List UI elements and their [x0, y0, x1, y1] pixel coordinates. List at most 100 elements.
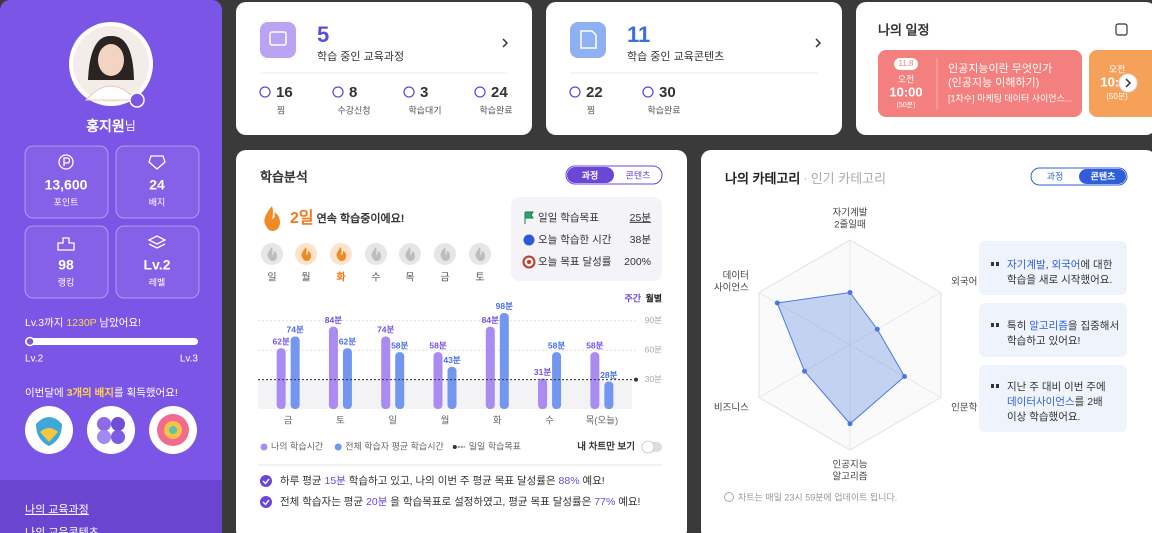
chevron[interactable]: [502, 38, 509, 48]
card-subtitle: 인기 카테고리: [811, 171, 886, 186]
insight-line: 특히 알고리즘을 집중해서: [1007, 319, 1119, 332]
value-label: 74분: [377, 325, 394, 335]
next-arrow: [1125, 78, 1132, 88]
stat-value: 8: [349, 84, 357, 101]
summary-line-part: 학습하고 있고, 나의 이번 주 평균 목표 달성률은: [346, 474, 559, 487]
stat-value: 3: [420, 84, 428, 101]
course-card[interactable]: [236, 2, 532, 135]
streak-text: 연속 학습중이에요!: [314, 211, 405, 225]
course-icon-glyph: [269, 31, 287, 46]
stat-value: 24: [149, 177, 165, 193]
menu-item[interactable]: 나의 교육콘텐츠: [25, 526, 99, 533]
calendar-icon[interactable]: [1115, 23, 1128, 36]
stat-value: 24: [491, 84, 508, 101]
radar-label: 데이터: [723, 271, 749, 282]
y-tick-label: 90분: [645, 315, 662, 325]
summary-line-part: 20분: [366, 496, 388, 508]
stat-box: [115, 145, 200, 219]
period-tab: 월별: [645, 292, 662, 303]
insight-line-part: 학습을 새로 시작했어요.: [1007, 274, 1112, 286]
avatar-setting[interactable]: [129, 92, 145, 108]
stat-label: 배지: [149, 197, 166, 207]
schedule-title-line: 인공지능이란 무엇인가: [948, 62, 1052, 75]
insight-line: 데이터사이언스를 2배: [1007, 396, 1103, 408]
level-knob: [25, 336, 35, 347]
value-label: 43분: [443, 355, 460, 365]
value-label: 74분: [287, 325, 304, 335]
badge-message: 이번달에 3개의 배지를 획득했어요!: [25, 386, 178, 399]
schedule-date: 11.8: [899, 59, 915, 68]
badge: [87, 406, 135, 454]
day-flame: [440, 247, 450, 261]
summary-line-part: 하루 평균: [280, 474, 324, 487]
flag-icon: [524, 211, 534, 224]
schedule-duration: (50분): [1106, 92, 1128, 101]
badge-shape: [97, 430, 111, 444]
stat-value: 98: [58, 257, 74, 273]
radar-axis: [849, 292, 942, 346]
legend-goal-dot: [452, 445, 457, 449]
flame-icon: [264, 206, 280, 231]
day-label: 화: [336, 272, 346, 284]
x-tick-label: 금: [284, 416, 293, 427]
card-title-dot: ·: [803, 171, 807, 186]
tab-active[interactable]: [1079, 169, 1126, 184]
day-flame: [475, 247, 485, 261]
bar: [590, 352, 600, 409]
day-flame: [371, 247, 381, 261]
badge-shape: [111, 417, 125, 431]
badge-icon: [148, 155, 166, 170]
goal-box: [511, 197, 662, 281]
badge-message-part: 이번달에: [25, 387, 67, 399]
radar-point: [774, 300, 780, 306]
x-tick-label: 화: [493, 416, 502, 427]
summary-line: 하루 평균 15분 학습하고 있고, 나의 이번 주 평균 목표 달성률은 88…: [280, 474, 605, 487]
level-end: Lv.3: [180, 354, 199, 365]
radar-label: 2줄일때: [834, 220, 866, 231]
summary-line-part: 예요!: [615, 495, 640, 508]
tab-active[interactable]: [567, 167, 614, 183]
card-title: 학습분석: [260, 169, 308, 184]
summary-line-part: 예요!: [580, 474, 605, 487]
insight-boxes: [979, 241, 1127, 432]
menu-item[interactable]: 나의 교육과정: [25, 503, 89, 516]
stat-box: [24, 145, 109, 219]
value-label: 84분: [325, 315, 342, 325]
bar: [395, 352, 405, 409]
bar: [328, 326, 338, 409]
content-card[interactable]: [546, 2, 842, 135]
schedule-item[interactable]: [878, 50, 1082, 117]
value-label: 84분: [482, 315, 499, 325]
day-label: 목: [405, 272, 414, 284]
value-label: 58분: [548, 340, 565, 350]
badge-message-part: 3개의 배지: [67, 386, 114, 399]
check-icon: [260, 496, 272, 508]
sidebar-menu-area: [0, 480, 222, 533]
stat-label: 학습대기: [408, 105, 441, 115]
streak: 2일 연속 학습중이에요!: [290, 209, 404, 227]
radar-label: 비즈니스: [714, 403, 749, 414]
radar-label: 자기계발: [833, 207, 868, 219]
card-title: 나의 카테고리 · 인기 카테고리: [725, 171, 886, 186]
stat-icon: [569, 86, 581, 98]
streak-days: 2일: [290, 209, 314, 227]
day-label: 토: [475, 273, 484, 284]
radar-point: [802, 368, 808, 374]
x-tick-label: 월: [441, 415, 450, 427]
content-icon-glyph: [580, 30, 597, 49]
day-flame: [405, 247, 415, 261]
legend-label: 일일 학습목표: [469, 441, 521, 451]
next-button[interactable]: [1118, 73, 1138, 93]
toggle-label: 내 차트만 보기: [577, 441, 635, 453]
bar: [552, 352, 562, 409]
count: 11: [627, 22, 650, 47]
legend-label: 전체 학습자 평균 학습시간: [345, 441, 444, 451]
insight-line-part: 알고리즘: [1029, 320, 1068, 332]
stat-value: 22: [586, 84, 603, 101]
chevron[interactable]: [815, 38, 822, 48]
point-icon: [58, 154, 74, 170]
stat-label: 수강신청: [337, 105, 370, 115]
toggle-knob[interactable]: [641, 440, 655, 454]
